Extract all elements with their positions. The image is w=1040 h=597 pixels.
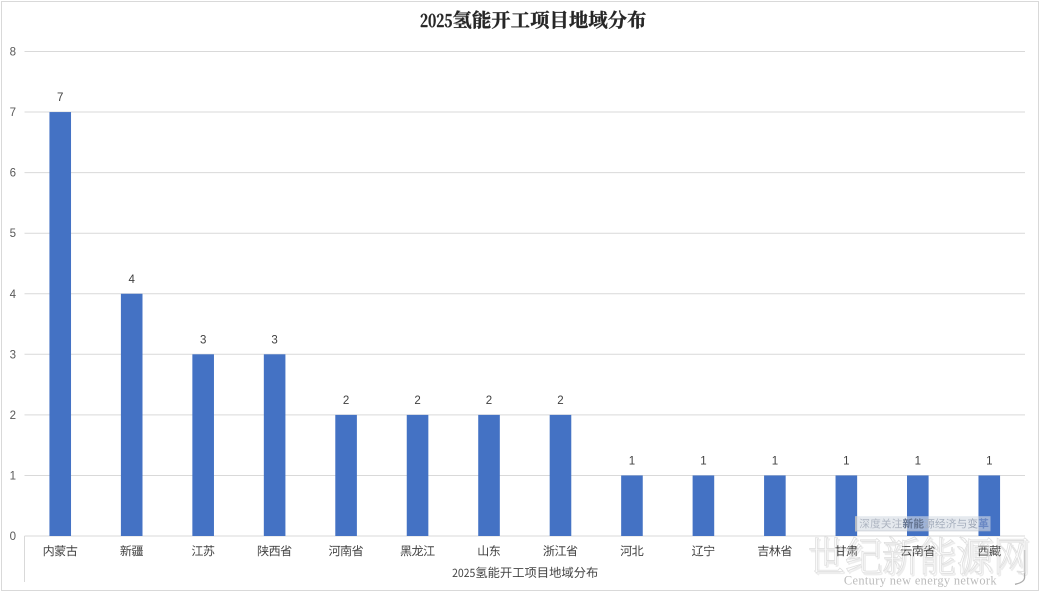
- svg-text:3: 3: [10, 349, 16, 361]
- svg-text:Century new energy network: Century new energy network: [844, 573, 997, 587]
- svg-text:8: 8: [10, 47, 16, 59]
- svg-text:1: 1: [843, 455, 849, 467]
- svg-text:6: 6: [10, 168, 16, 180]
- svg-text:2: 2: [414, 395, 420, 407]
- svg-text:7: 7: [57, 92, 63, 104]
- svg-text:1: 1: [915, 455, 921, 467]
- svg-text:1: 1: [986, 455, 992, 467]
- svg-text:2: 2: [486, 395, 492, 407]
- svg-text:2: 2: [10, 410, 16, 422]
- svg-text:4: 4: [128, 274, 135, 286]
- svg-text:0: 0: [10, 531, 16, 543]
- svg-text:4: 4: [10, 289, 17, 301]
- svg-text:2: 2: [557, 395, 563, 407]
- svg-text:7: 7: [10, 107, 16, 119]
- svg-text:2: 2: [343, 395, 349, 407]
- svg-text:5: 5: [10, 228, 16, 240]
- svg-text:1: 1: [629, 455, 635, 467]
- svg-text:1: 1: [700, 455, 706, 467]
- svg-text:3: 3: [271, 334, 277, 346]
- svg-text:3: 3: [200, 334, 206, 346]
- svg-text:1: 1: [772, 455, 778, 467]
- svg-text:1: 1: [10, 470, 16, 482]
